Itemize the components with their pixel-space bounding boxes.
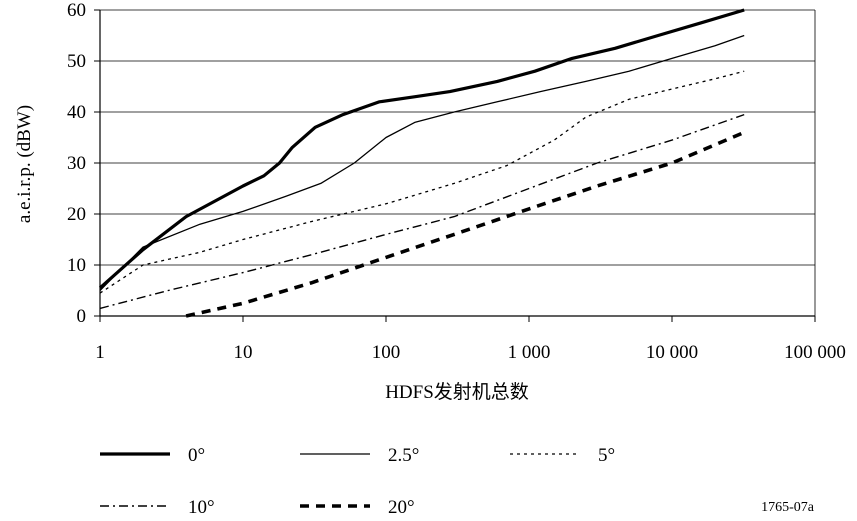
legend-label-2: 2.5° [388,445,419,466]
x-axis-title: HDFS发射机总数 [385,381,529,403]
x-tick-label: 100 [372,342,401,363]
x-tick-label: 10 000 [646,342,698,363]
y-tick-label: 60 [67,0,86,21]
series-line-5 [185,130,745,318]
x-tick-label: 1 000 [508,342,551,363]
series-line-1 [98,8,745,290]
series-line-2 [99,34,745,291]
y-axis-title: a.e.i.r.p. (dBW) [14,105,35,223]
y-tick-label: 40 [67,102,86,123]
x-tick-label: 1 [95,342,105,363]
y-tick-label: 0 [77,306,87,327]
series-line-4 [99,113,745,310]
x-tick-label: 10 [234,342,253,363]
axes [94,9,816,322]
y-tick-label: 10 [67,255,86,276]
y-tick-label: 20 [67,204,86,225]
figure-note: 1765-07a [761,500,815,515]
tick-labels: 0 10 20 30 40 50 60 1 10 100 1 000 10 000 100 000 [67,0,846,363]
legend-label-4: 10° [188,497,215,518]
y-tick-label: 50 [67,51,86,72]
series-line-3 [99,70,745,294]
legend-label-5: 20° [388,497,415,518]
legend: 0° 2.5° 5° 10° 20° [100,445,615,518]
series-lines [98,8,745,318]
x-tick-label: 100 000 [784,342,846,363]
y-tick-label: 30 [67,153,86,174]
gridlines [100,9,815,266]
legend-label-3: 5° [598,445,615,466]
legend-label-1: 0° [188,445,205,466]
